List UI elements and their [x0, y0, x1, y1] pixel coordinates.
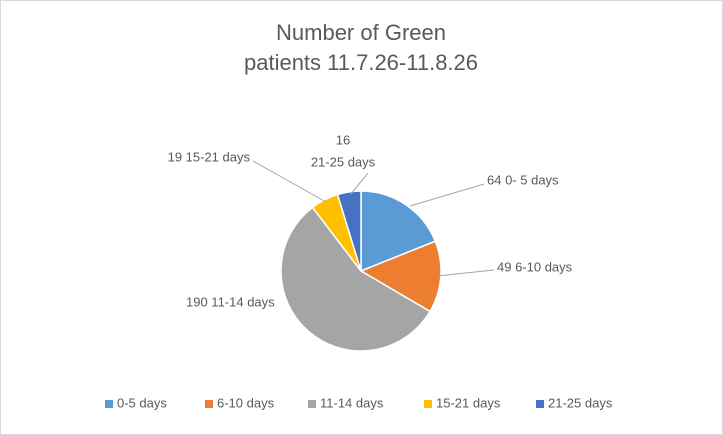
leader-line: [350, 172, 369, 195]
leader-line: [409, 183, 485, 207]
legend-swatch: [205, 400, 213, 408]
pie-slice: [280, 206, 432, 352]
pie-slice: [336, 190, 362, 272]
legend-label: 0-5 days: [117, 395, 167, 410]
leader-line: [436, 269, 495, 277]
legend-swatch: [536, 400, 544, 408]
data-label: 190 11-14 days: [186, 294, 275, 309]
data-label: 21-25 days: [311, 154, 376, 169]
leader-line: [252, 160, 327, 203]
data-label: 16: [336, 132, 350, 147]
chart-title: patients 11.7.26-11.8.26: [244, 50, 478, 75]
legend-label: 6-10 days: [217, 395, 275, 410]
legend-swatch: [424, 400, 432, 408]
legend-label: 15-21 days: [436, 395, 501, 410]
legend-swatch: [308, 400, 316, 408]
chart-title: Number of Green: [276, 20, 446, 45]
data-label: 19 15-21 days: [168, 149, 251, 164]
pie-slice: [360, 190, 437, 273]
data-label: 64 0- 5 days: [487, 172, 559, 187]
pie-slice: [359, 240, 442, 313]
legend-swatch: [105, 400, 113, 408]
legend-label: 21-25 days: [548, 395, 613, 410]
legend-label: 11-14 days: [320, 395, 384, 410]
data-label: 49 6-10 days: [497, 259, 573, 274]
